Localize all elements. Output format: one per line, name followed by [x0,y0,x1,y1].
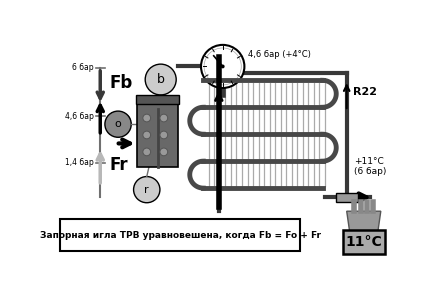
Text: Запорная игла ТРВ уравновешена, когда Fb = Fo + Fr: Запорная игла ТРВ уравновешена, когда Fb… [40,230,321,240]
Polygon shape [347,211,381,233]
Bar [138,101,178,167]
Text: 11°C: 11°C [345,235,382,249]
Circle shape [160,114,168,122]
Text: Fr: Fr [110,156,128,174]
Circle shape [143,114,150,122]
Text: +4°C: +4°C [210,223,236,233]
Bar [343,230,385,254]
Text: Fb: Fb [110,74,133,92]
Bar [60,219,300,251]
Circle shape [204,48,241,85]
Circle shape [143,148,150,156]
Text: r: r [144,185,149,195]
Text: R22: R22 [353,87,377,97]
Text: b: b [157,73,165,86]
Text: 4,6 бар: 4,6 бар [65,112,94,121]
Text: Fo: Fo [110,111,132,129]
Bar [136,95,179,104]
Circle shape [134,176,160,203]
Text: +11°C
(6 бар): +11°C (6 бар) [354,157,387,176]
Text: o: o [115,119,121,129]
Text: 4,6 бар (+4°C): 4,6 бар (+4°C) [248,50,310,59]
Text: 1,4 бар: 1,4 бар [65,158,94,167]
Circle shape [160,148,168,156]
Text: 6 бар: 6 бар [72,64,94,72]
Circle shape [221,64,224,68]
Circle shape [201,45,244,88]
Bar [336,193,358,202]
Circle shape [143,131,150,139]
Circle shape [145,64,176,95]
Circle shape [105,111,131,137]
Circle shape [160,131,168,139]
